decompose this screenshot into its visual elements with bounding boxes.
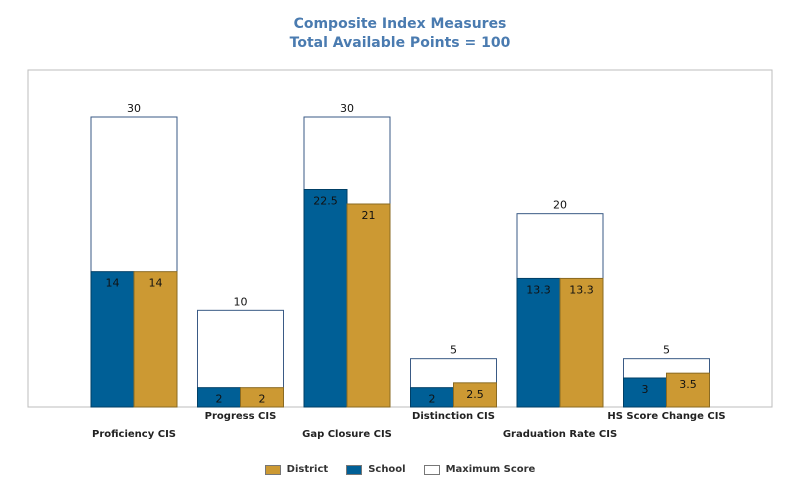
legend-swatch-school (346, 464, 363, 475)
label-max-hs-score-change-cis: 5 (663, 344, 670, 357)
label-max-progress-cis: 10 (234, 295, 248, 308)
bar-district-graduation-rate-cis (559, 277, 604, 408)
label-school-hs-score-change-cis: 3 (642, 383, 649, 396)
bar-district-distinction-cis (453, 382, 497, 408)
label-school-distinction-cis: 2 (429, 393, 436, 406)
legend-label-maximum-score: Maximum Score (445, 464, 536, 475)
category-label-graduation-rate-cis: Graduation Rate CIS (503, 429, 617, 440)
legend-swatch-maximum-score (423, 464, 440, 475)
category-label-gap-closure-cis: Gap Closure CIS (302, 429, 392, 440)
label-district-gap-closure-cis: 21 (362, 209, 376, 222)
bar-district-gap-closure-cis (346, 203, 391, 408)
chart-subtitle: Total Available Points = 100 (289, 35, 511, 51)
category-label-distinction-cis: Distinction CIS (412, 411, 495, 422)
legend-item-district: District (264, 464, 329, 475)
legend-label-school: School (368, 464, 406, 475)
bar-district-proficiency-cis (133, 271, 178, 408)
bar-chart: 30 14 14 Proficiency CIS 10 2 2 Progress CIS 30 2… (27, 69, 773, 440)
label-school-graduation-rate-cis: 13.3 (526, 283, 551, 296)
label-district-graduation-rate-cis: 13.3 (569, 283, 594, 296)
label-school-progress-cis: 2 (216, 393, 223, 406)
label-district-proficiency-cis: 14 (149, 277, 163, 290)
category-label-proficiency-cis: Proficiency CIS (92, 429, 176, 440)
label-max-distinction-cis: 5 (450, 344, 457, 357)
label-district-progress-cis: 2 (259, 393, 266, 406)
category-label-hs-score-change-cis: HS Score Change CIS (607, 411, 725, 422)
bar-school-gap-closure-cis (303, 189, 348, 408)
legend-item-school: School (346, 464, 406, 475)
label-max-proficiency-cis: 30 (127, 102, 141, 115)
label-max-gap-closure-cis: 30 (340, 102, 354, 115)
label-school-proficiency-cis: 14 (106, 277, 120, 290)
legend-item-maximum-score: Maximum Score (423, 464, 536, 475)
label-school-gap-closure-cis: 22.5 (313, 195, 338, 208)
label-max-graduation-rate-cis: 20 (553, 199, 567, 212)
label-district-hs-score-change-cis: 3.5 (679, 378, 697, 391)
chart-title: Composite Index Measures (293, 16, 507, 32)
label-district-distinction-cis: 2.5 (466, 388, 484, 401)
legend: District School Maximum Score (0, 464, 800, 475)
legend-label-district: District (286, 464, 329, 475)
bar-district-hs-score-change-cis (666, 372, 710, 408)
bar-school-proficiency-cis (90, 271, 135, 408)
bar-district-progress-cis (240, 387, 284, 408)
plot-area-frame (27, 69, 773, 408)
bar-school-graduation-rate-cis (516, 277, 561, 408)
legend-swatch-district (264, 464, 281, 475)
category-label-progress-cis: Progress CIS (205, 411, 277, 422)
